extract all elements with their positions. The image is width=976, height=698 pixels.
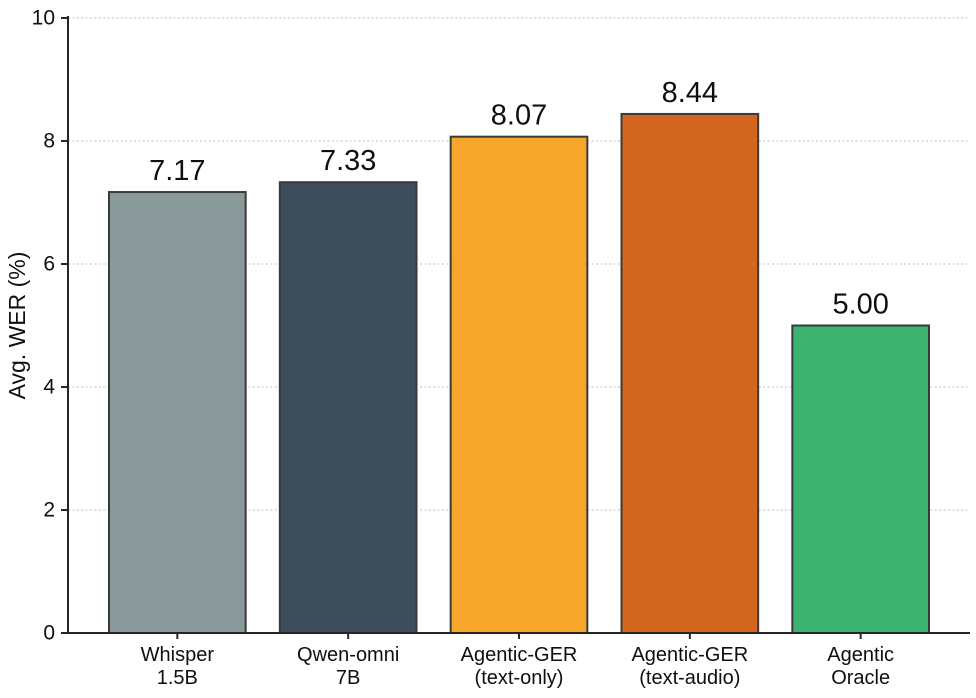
bar	[449, 135, 589, 634]
bar-value-label: 8.07	[491, 100, 547, 132]
bar-value-label: 7.17	[149, 155, 205, 187]
bar	[791, 324, 930, 634]
bar-value-label: 8.44	[662, 77, 718, 109]
y-tick-label: 4	[43, 376, 55, 399]
bar	[108, 191, 247, 634]
x-tick-label: Agentic-GER (text-only)	[461, 644, 578, 689]
x-tick-label: Whisper 1.5B	[141, 644, 215, 689]
x-tick-label: Agentic-GER (text-audio)	[631, 644, 748, 689]
x-tick-label: Qwen-omni 7B	[297, 644, 399, 689]
bar	[620, 112, 760, 634]
y-axis-label: Avg. WER (%)	[4, 252, 30, 400]
y-tick-label: 8	[43, 130, 55, 153]
bar-value-label: 7.33	[320, 145, 376, 177]
bar	[278, 181, 418, 635]
bar-value-label: 5.00	[832, 289, 888, 321]
y-tick-label: 2	[43, 499, 55, 522]
y-tick-label: 0	[43, 622, 55, 645]
y-tick-label: 10	[32, 7, 55, 30]
y-tick-label: 6	[43, 253, 55, 276]
x-tick-label: Agentic Oracle	[827, 644, 894, 689]
